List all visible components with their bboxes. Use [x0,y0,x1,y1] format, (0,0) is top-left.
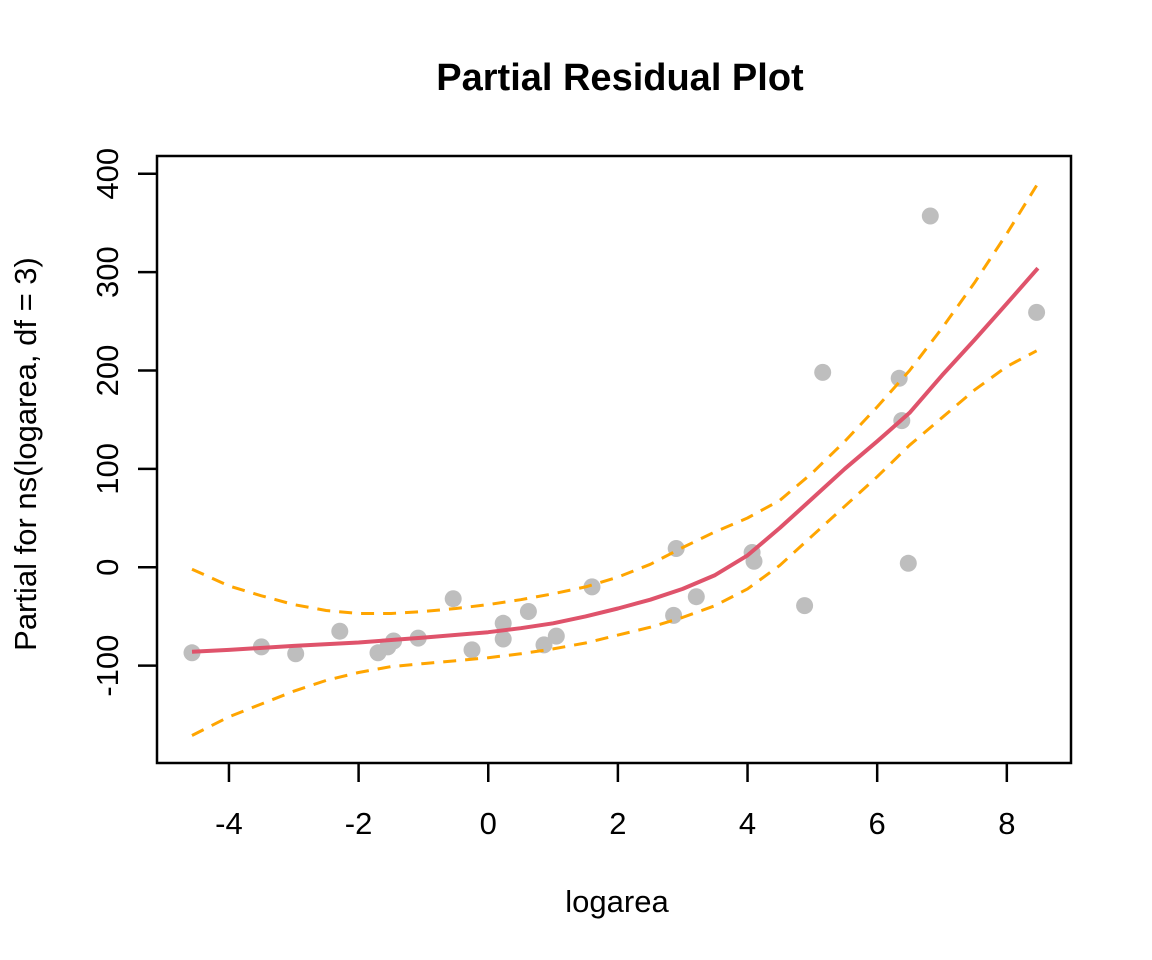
data-point [583,578,601,596]
x-tick-label: 0 [480,806,497,841]
upper-standard-error-band [191,184,1038,615]
data-point [519,603,537,620]
data-point [547,627,565,645]
fitted-spline [191,266,1040,654]
x-tick-label: 6 [869,806,886,841]
data-point [463,641,481,659]
chart-title: Partial Residual Plot [436,57,804,99]
y-axis-label: Partial for ns(logarea, df = 3) [8,257,43,651]
y-tick-label: -100 [90,635,125,697]
data-point [494,630,512,648]
data-point [745,552,763,570]
plot-box [155,154,1073,765]
x-tick-label: 2 [609,806,626,841]
data-point [331,622,349,640]
x-axis-label: logarea [565,884,669,919]
data-point [890,369,908,387]
data-point [535,636,553,654]
data-point [1028,303,1046,321]
data-point [899,554,917,572]
data-point [687,588,705,606]
data-point [814,363,832,381]
y-tick-label: 200 [90,345,125,397]
data-point [444,590,462,608]
y-tick-label: 300 [90,246,125,298]
y-tick-label: 0 [90,559,125,576]
data-point [665,606,683,624]
se-bands-layer [191,184,1038,737]
data-point [494,614,512,632]
data-point [287,645,305,663]
data-point [183,644,201,662]
y-tick-label: 100 [90,443,125,495]
y-tick-label: 400 [90,148,125,200]
data-point [921,207,939,225]
axes-layer: -4 -2 0 2 4 6 8 -100 0 100 200 300 400 [90,148,1073,841]
lower-standard-error-band [191,349,1038,737]
x-tick-label: -4 [215,806,243,841]
fit-line-layer [191,266,1040,654]
data-point [796,597,814,615]
x-tick-label: -2 [345,806,373,841]
x-tick-label: 8 [998,806,1015,841]
x-tick-label: 4 [739,806,756,841]
scatter-points-layer [183,207,1046,663]
